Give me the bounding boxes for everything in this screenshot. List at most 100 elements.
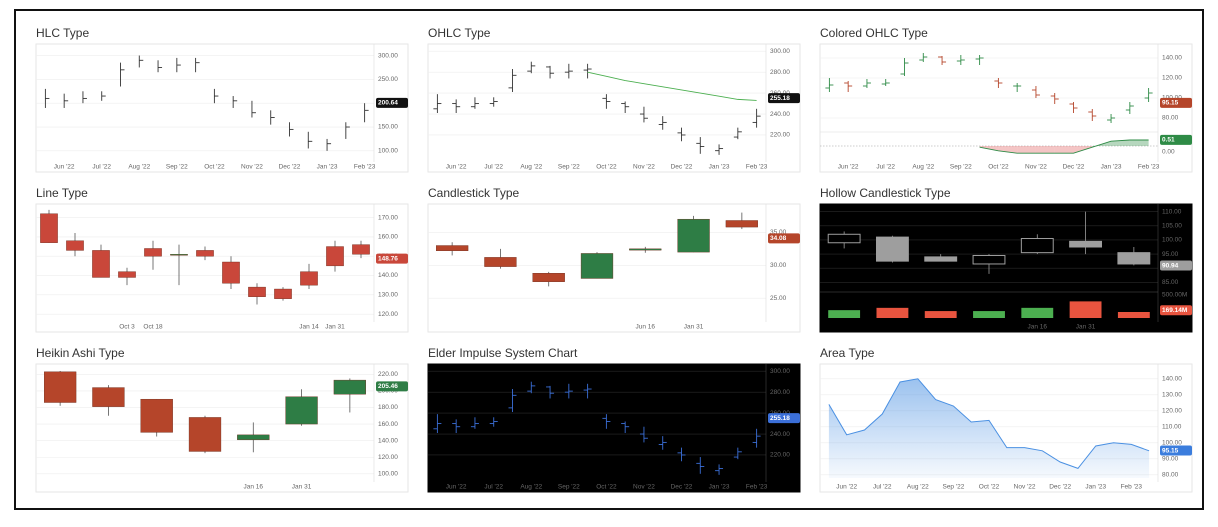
y-tick-label: 85.00 bbox=[1162, 279, 1179, 286]
candle-body bbox=[1020, 238, 1054, 254]
y-tick-label: 250.00 bbox=[378, 76, 398, 83]
candle-body bbox=[725, 220, 758, 228]
y-tick-label: 280.00 bbox=[770, 389, 790, 396]
y-tick-label: 220.00 bbox=[770, 452, 790, 459]
last-value-label: 95.15 bbox=[1162, 447, 1179, 454]
y-tick-label: 120.00 bbox=[378, 311, 398, 318]
y-tick-label: 110.00 bbox=[1162, 424, 1182, 431]
last-value-badge bbox=[1160, 305, 1192, 316]
plot-background bbox=[427, 43, 801, 173]
indicator-line bbox=[979, 139, 1149, 154]
indicator-fill bbox=[1054, 146, 1074, 154]
y-tick-label: 95.00 bbox=[1162, 251, 1179, 258]
candle-body bbox=[144, 248, 162, 257]
indicator-fill bbox=[1111, 140, 1130, 146]
candle-body bbox=[875, 236, 909, 262]
candle-body bbox=[532, 273, 565, 282]
y-tick-label: 130.00 bbox=[378, 292, 398, 299]
last-value-badge bbox=[1160, 97, 1192, 108]
x-tick-label: Feb '23 bbox=[746, 164, 768, 171]
last-value-label: 205.46 bbox=[378, 383, 398, 390]
y-tick-label: 280.00 bbox=[770, 69, 790, 76]
x-tick-label: Dec '22 bbox=[279, 164, 301, 171]
indicator-fill bbox=[1017, 146, 1036, 154]
candle-body bbox=[222, 261, 240, 284]
last-value-badge bbox=[1160, 260, 1192, 271]
x-tick-label: Jun '22 bbox=[446, 164, 467, 171]
x-tick-label: Jul '22 bbox=[873, 484, 892, 491]
x-tick-label: Sep '22 bbox=[558, 164, 580, 171]
x-tick-label: Jun 16 bbox=[636, 324, 656, 331]
chart-title: Line Type bbox=[36, 186, 88, 200]
y-tick-label: 90.00 bbox=[1162, 456, 1179, 463]
x-tick-label: Jan 16 bbox=[1028, 324, 1048, 331]
y-tick-label: 120.00 bbox=[378, 454, 398, 461]
volume-bar bbox=[876, 307, 909, 318]
x-tick-label: Aug '22 bbox=[128, 164, 150, 171]
y-tick-label: 240.00 bbox=[770, 111, 790, 118]
last-value-badge bbox=[1160, 445, 1192, 456]
y-tick-label: 100.00 bbox=[1162, 237, 1182, 244]
x-tick-label: Jun '22 bbox=[836, 484, 857, 491]
candle-body bbox=[1117, 252, 1151, 265]
y-tick-label: 300.00 bbox=[770, 368, 790, 375]
y-tick-label: 180.00 bbox=[378, 404, 398, 411]
x-tick-label: Aug '22 bbox=[520, 484, 542, 491]
chart-title: Colored OHLC Type bbox=[820, 26, 928, 40]
last-value-label: 95.15 bbox=[1162, 100, 1179, 107]
x-tick-label: Jan '23 bbox=[1101, 164, 1122, 171]
indicator-fill bbox=[1035, 146, 1055, 154]
y-tick-label: 110.00 bbox=[1162, 208, 1182, 215]
y-tick-label: 35.00 bbox=[770, 229, 787, 236]
x-tick-label: Feb '23 bbox=[1121, 484, 1143, 491]
y-tick-label: 150.00 bbox=[378, 124, 398, 131]
x-tick-label: Sep '22 bbox=[950, 164, 972, 171]
candle-body bbox=[333, 379, 366, 395]
candle-body bbox=[170, 254, 188, 256]
candle-body bbox=[1069, 240, 1103, 248]
x-tick-label: Dec '22 bbox=[671, 484, 693, 491]
last-value-badge bbox=[768, 93, 800, 104]
y-tick-label: 80.00 bbox=[1162, 472, 1179, 479]
x-tick-label: Aug '22 bbox=[907, 484, 929, 491]
x-tick-label: Nov '22 bbox=[241, 164, 263, 171]
y-tick-label: 160.00 bbox=[378, 421, 398, 428]
chart-title: Area Type bbox=[820, 346, 875, 360]
chart-title: Candlestick Type bbox=[428, 186, 519, 200]
x-tick-label: Oct '22 bbox=[979, 484, 1000, 491]
x-tick-label: Dec '22 bbox=[671, 164, 693, 171]
candle-body bbox=[66, 240, 84, 251]
x-tick-label: Jan 16 bbox=[244, 484, 264, 491]
x-tick-label: Nov '22 bbox=[1025, 164, 1047, 171]
area-fill bbox=[828, 378, 1150, 478]
x-tick-label: Jul '22 bbox=[92, 164, 111, 171]
last-value-label: 34.08 bbox=[770, 235, 787, 242]
y-tick-label: 25.00 bbox=[770, 295, 787, 302]
candle-body bbox=[44, 371, 77, 403]
x-tick-label: Jan 14 bbox=[299, 324, 319, 331]
x-tick-label: Jan '23 bbox=[709, 484, 730, 491]
y-tick-label: 120.00 bbox=[1162, 75, 1182, 82]
x-tick-label: Jan 31 bbox=[684, 324, 704, 331]
y-tick-label: 170.00 bbox=[378, 214, 398, 221]
last-value-badge bbox=[768, 413, 800, 424]
candle-body bbox=[40, 213, 58, 243]
chart-title: HLC Type bbox=[36, 26, 89, 40]
x-tick-label: Jan '23 bbox=[317, 164, 338, 171]
y-tick-label: 100.00 bbox=[1162, 440, 1182, 447]
last-value-badge bbox=[1160, 134, 1192, 145]
volume-bar bbox=[1117, 312, 1150, 318]
x-tick-label: Jan 31 bbox=[292, 484, 312, 491]
x-tick-label: Jan '23 bbox=[1085, 484, 1106, 491]
candle-body bbox=[352, 244, 370, 255]
x-tick-label: Jul '22 bbox=[484, 484, 503, 491]
y-tick-label: 120.00 bbox=[1162, 408, 1182, 415]
last-value-label: 148.76 bbox=[378, 255, 398, 262]
y-tick-label: 500.00M bbox=[1162, 292, 1187, 299]
candle-body bbox=[924, 256, 958, 262]
candle-body bbox=[237, 434, 270, 441]
y-tick-label: 220.00 bbox=[378, 371, 398, 378]
candle-body bbox=[92, 250, 110, 278]
x-tick-label: Aug '22 bbox=[912, 164, 934, 171]
